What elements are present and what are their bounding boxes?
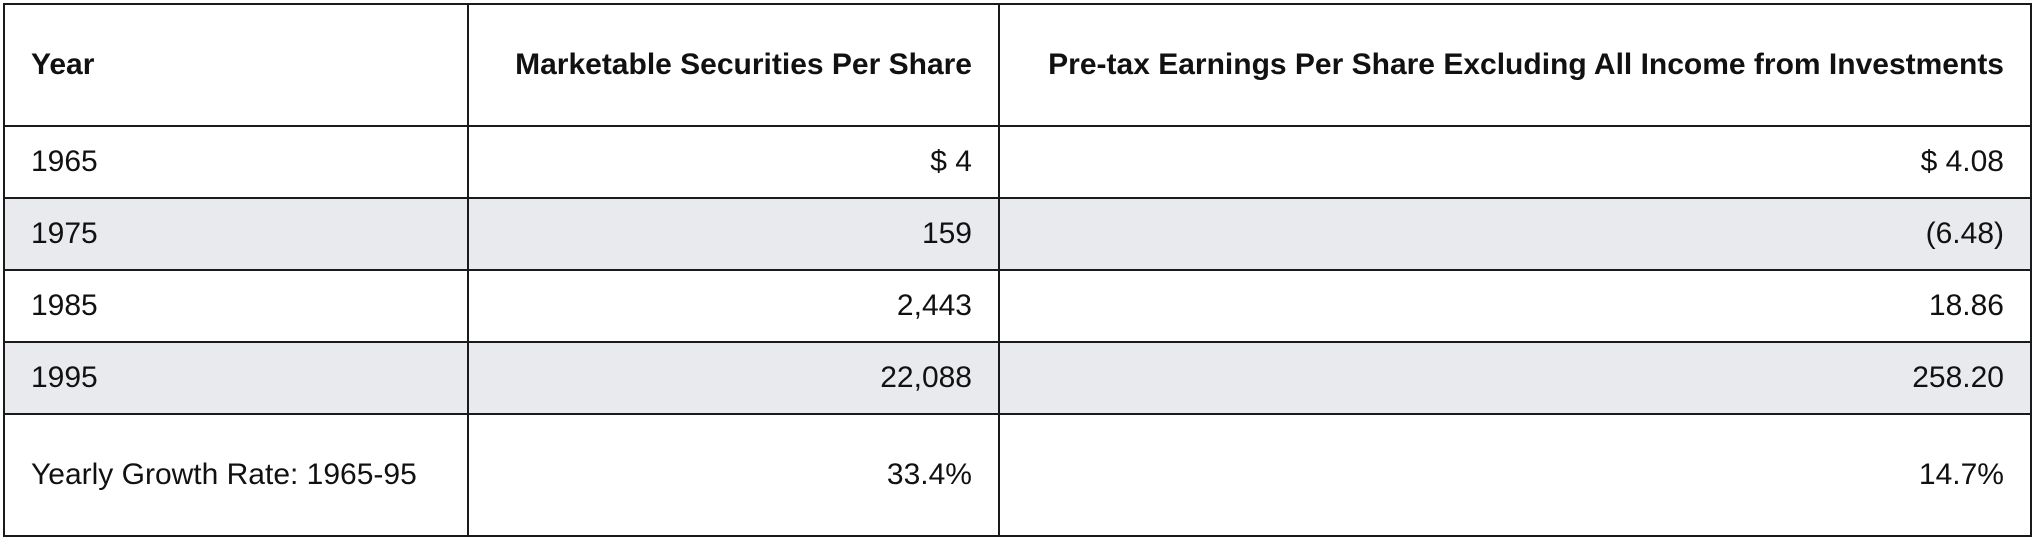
cell-securities: 159 <box>467 197 1000 271</box>
cell-securities-growth: 33.4% <box>467 413 1000 537</box>
cell-securities: 2,443 <box>467 269 1000 343</box>
cell-earnings: 18.86 <box>998 269 2032 343</box>
cell-earnings-growth: 14.7% <box>998 413 2032 537</box>
cell-securities: 22,088 <box>467 341 1000 415</box>
cell-year: 1965 <box>3 125 469 199</box>
table-row: 1985 2,443 18.86 <box>3 269 2032 343</box>
table-container: Year Marketable Securities Per Share Pre… <box>3 3 2032 537</box>
cell-growth-label: Yearly Growth Rate: 1965-95 <box>3 413 469 537</box>
table-row-growth-rate: Yearly Growth Rate: 1965-95 33.4% 14.7% <box>3 413 2032 537</box>
cell-year: 1975 <box>3 197 469 271</box>
header-marketable-securities: Marketable Securities Per Share <box>467 3 1000 127</box>
cell-earnings: (6.48) <box>998 197 2032 271</box>
table-row: 1995 22,088 258.20 <box>3 341 2032 415</box>
header-pretax-earnings: Pre-tax Earnings Per Share Excluding All… <box>998 3 2032 127</box>
cell-earnings: 258.20 <box>998 341 2032 415</box>
data-table: Year Marketable Securities Per Share Pre… <box>3 3 2032 537</box>
cell-year: 1985 <box>3 269 469 343</box>
cell-year: 1995 <box>3 341 469 415</box>
header-row: Year Marketable Securities Per Share Pre… <box>3 3 2032 127</box>
cell-securities: $ 4 <box>467 125 1000 199</box>
table-row: 1965 $ 4 $ 4.08 <box>3 125 2032 199</box>
table-row: 1975 159 (6.48) <box>3 197 2032 271</box>
header-year: Year <box>3 3 469 127</box>
cell-earnings: $ 4.08 <box>998 125 2032 199</box>
